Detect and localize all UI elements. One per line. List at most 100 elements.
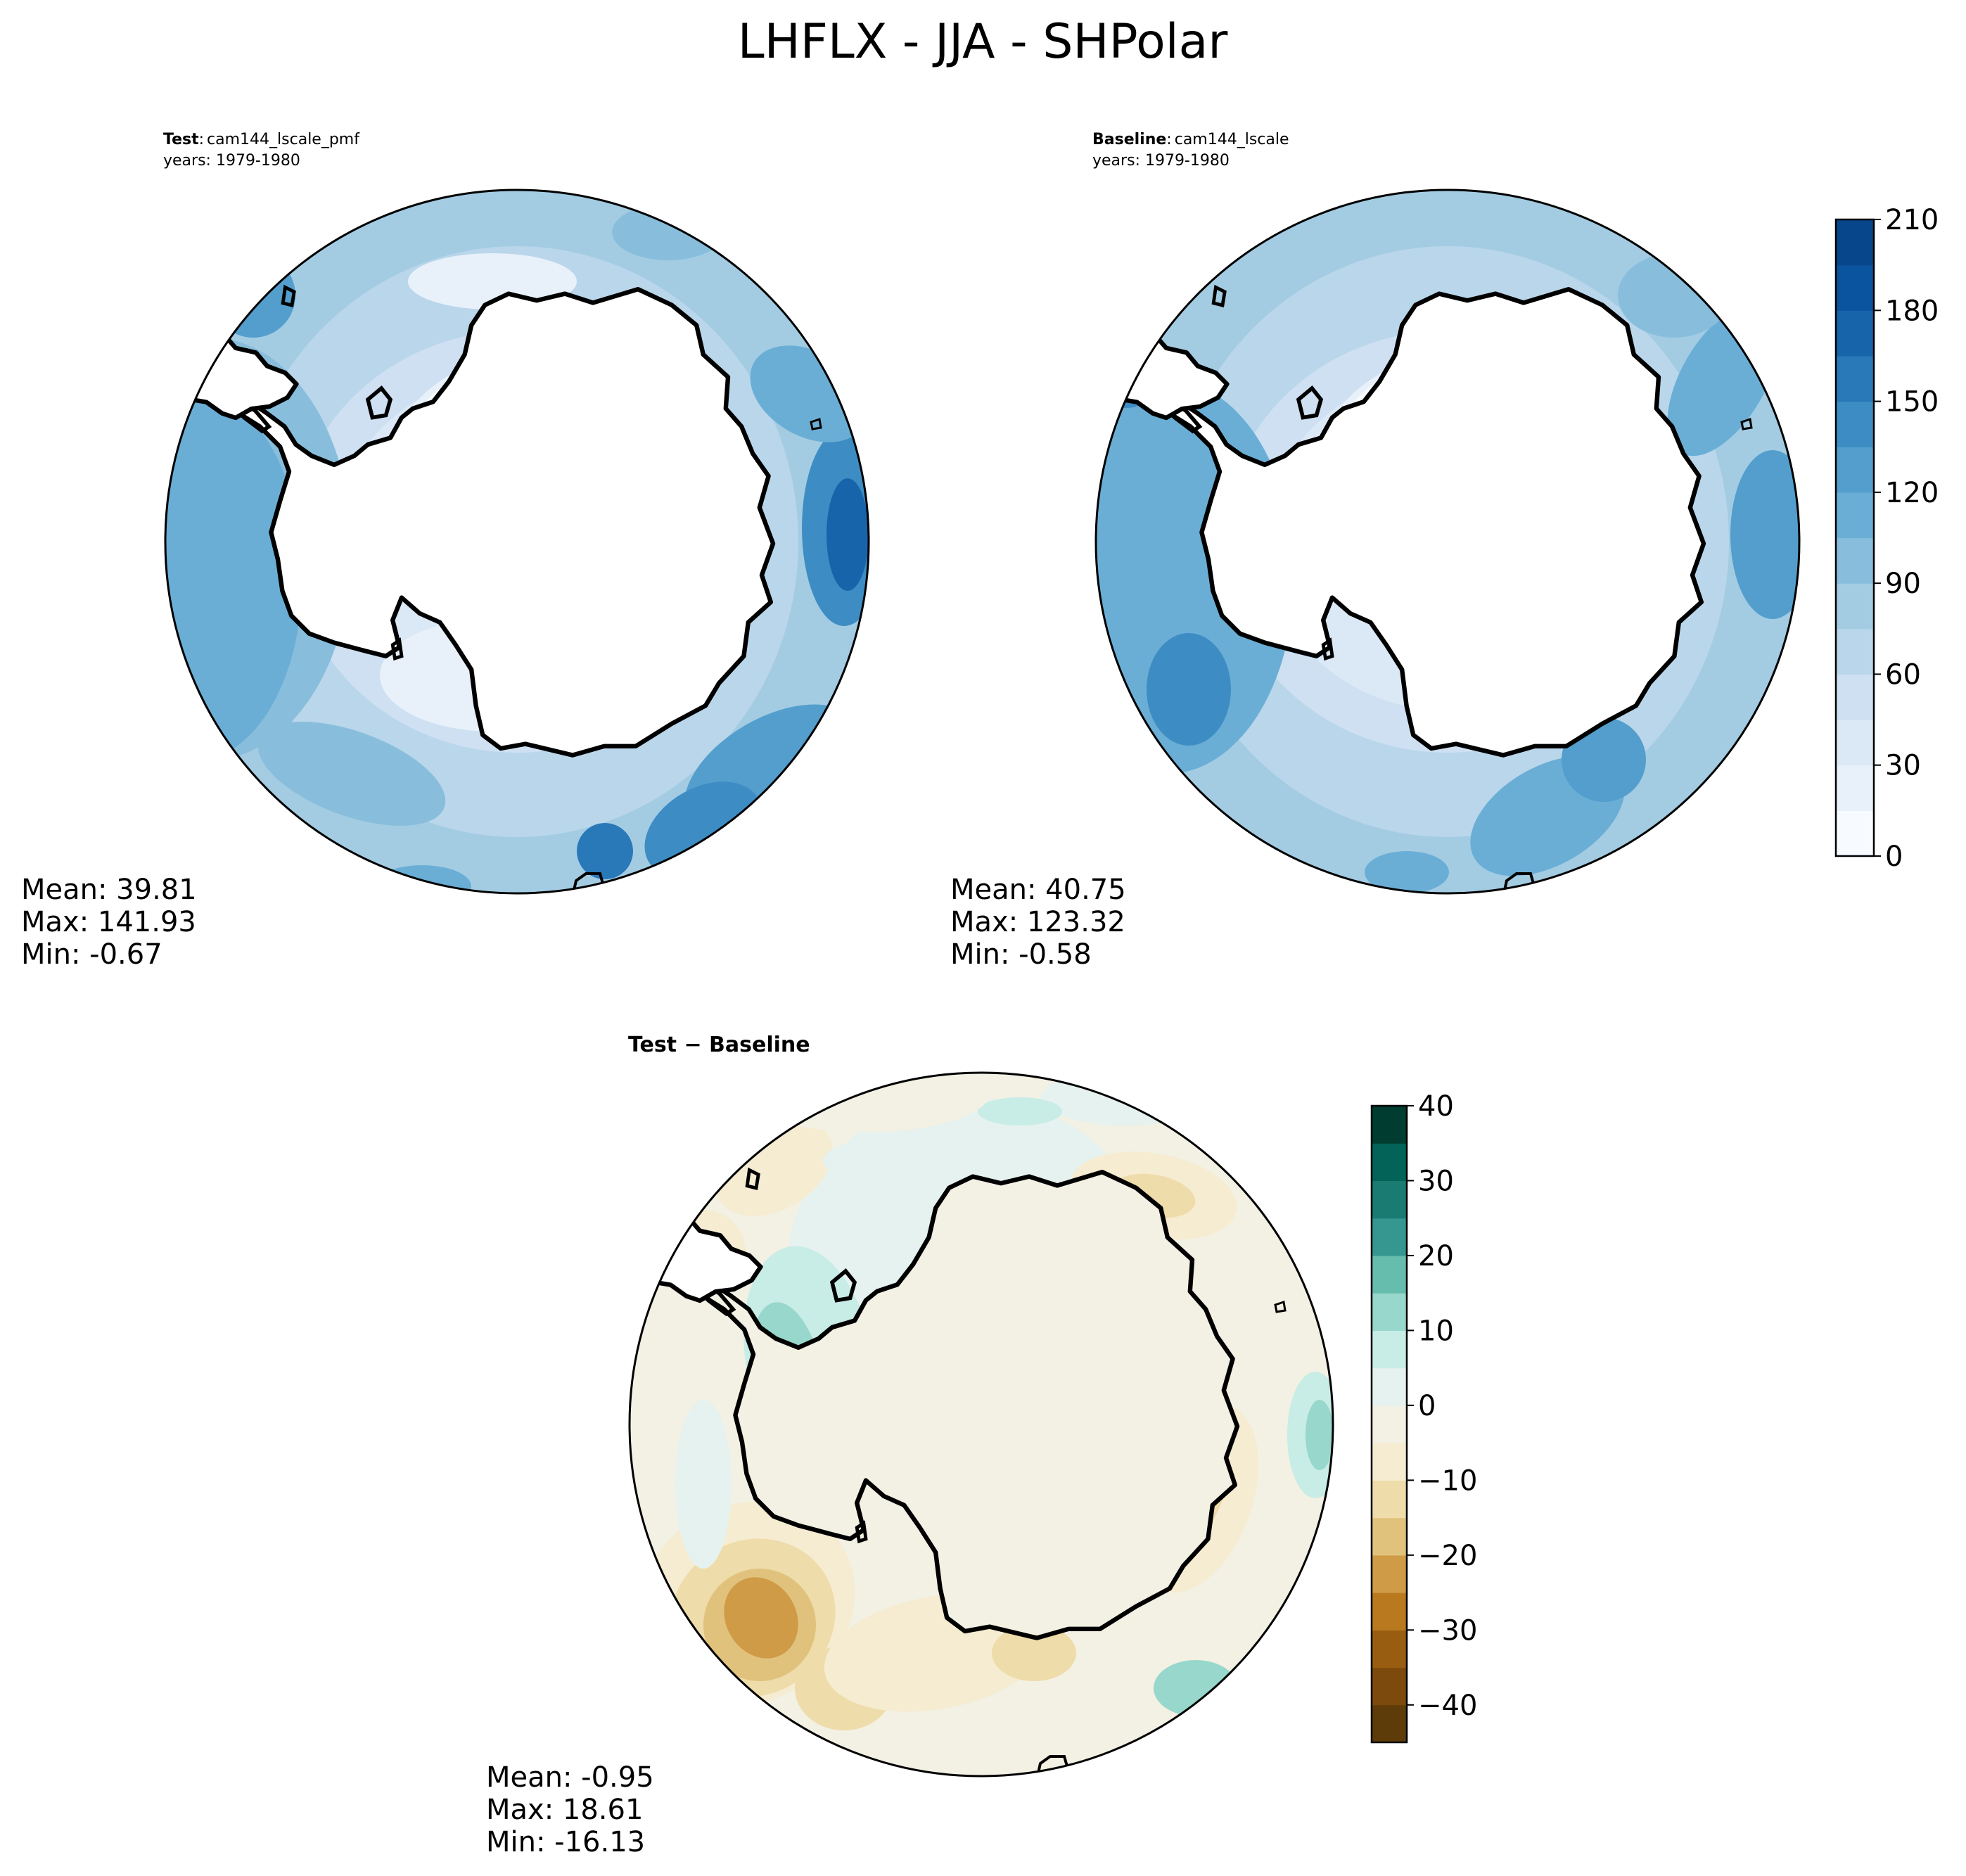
colorbar-bin [1836,765,1874,811]
colorbar-tick-label: 60 [1885,658,1921,691]
colorbar-bin [1372,1405,1407,1443]
contour-fill [373,865,471,893]
contour-fill [1147,633,1231,746]
colorbar-bin [1372,1180,1407,1219]
colorbar-tick-label: 210 [1885,204,1939,236]
colorbar-bin [1372,1555,1407,1593]
antarctica-land [1154,289,1704,755]
colorbar-bin [1372,1630,1407,1668]
island-coastline [1740,418,1753,430]
contour-fill [826,478,869,591]
antarctica-land [688,1172,1237,1638]
antarctica-land [224,289,774,755]
contour-fill [612,204,725,260]
colorbar-bin [1372,1330,1407,1369]
colorbar-tick-label: −10 [1418,1465,1477,1497]
colorbar-bin [1372,1293,1407,1332]
map-test [165,190,869,893]
colorbar-bin [1836,720,1874,766]
colorbar-tick-label: −30 [1418,1614,1477,1647]
contour-fill [577,823,633,879]
colorbar-bin [1836,492,1874,539]
colorbar-bin [1372,1218,1407,1256]
baseline-mean: Mean: 40.75 [950,874,1126,906]
colorbar-tick-label: 90 [1885,568,1921,600]
colorbar-bin [1836,219,1874,266]
baseline-max: Max: 123.32 [950,906,1125,938]
contour-fill [978,1097,1062,1125]
colorbar-blues: 0 30 60 90 120 150 180 210 [1834,204,1939,873]
contour-fill [724,1577,798,1659]
test-label-bold: Test [163,131,199,148]
map-boundary [628,1071,1334,1778]
test-case-label: Test: cam144_lscale_pmf [163,131,360,148]
colorbar-tick-label: 40 [1418,1090,1454,1123]
colorbar-tick-label: 20 [1418,1240,1454,1272]
colorbar-bin [1836,674,1874,720]
colorbar-tick-label: 150 [1885,386,1939,419]
diff-max: Max: 18.61 [486,1794,643,1826]
colorbar-tick-label: 30 [1885,750,1921,782]
test-min: Min: -0.67 [21,938,162,971]
test-case-name: cam144_lscale_pmf [207,131,360,148]
colorbar-brbg: 40 30 20 10 0 −10 −20 −30 −40 [1370,1090,1477,1744]
map-boundary [164,189,870,895]
diff-mean: Mean: -0.95 [486,1761,654,1794]
colorbar-bin [1372,1480,1407,1519]
colorbar-tick-label: 0 [1418,1390,1436,1422]
colorbar-tick-label: 120 [1885,477,1939,509]
colorbar-tick-label: 0 [1885,841,1903,873]
colorbar-bin [1836,583,1874,630]
colorbar-bin [1372,1443,1407,1481]
baseline-min: Min: -0.58 [950,938,1092,971]
colorbar-bin [1372,1517,1407,1556]
contour-fill [1306,1400,1333,1470]
contour-fill [1365,851,1449,893]
colorbar-bin [1836,310,1874,357]
colorbar-bin [1836,447,1874,493]
test-max: Max: 141.93 [21,906,196,938]
contour-fill [257,722,446,826]
baseline-years: years: 1979-1980 [1092,152,1230,170]
figure-title: LHFLX - JJA - SHPolar [738,14,1228,70]
contour-fill [165,394,302,760]
map-boundary [1094,189,1801,895]
colorbar-bin [1836,355,1874,402]
test-mean: Mean: 39.81 [21,874,197,906]
colorbar-bin [1836,537,1874,584]
baseline-label-sep: : [1166,131,1171,148]
colorbar-bin [1372,1143,1407,1182]
baseline-label-bold: Baseline [1092,131,1166,148]
colorbar-bin [1372,1667,1407,1706]
baseline-case-name: cam144_lscale [1175,131,1289,148]
colorbar-tick-label: 180 [1885,295,1939,327]
map-baseline [1096,190,1799,893]
colorbar-tick-label: −40 [1418,1690,1477,1722]
island-coastline [1274,1301,1287,1313]
colorbar-bin [1836,401,1874,447]
colorbar-bin [1372,1255,1407,1294]
colorbar-bin [1372,1106,1407,1144]
colorbar-bin [1836,264,1874,311]
contour-fill [739,1073,992,1132]
test-label-sep: : [199,131,204,148]
test-years: years: 1979-1980 [163,152,300,170]
map-diff [630,1073,1333,1776]
colorbar-bin [1372,1704,1407,1743]
colorbar-tick-label: 10 [1418,1315,1454,1347]
contour-fill [823,1132,1048,1189]
baseline-case-label: Baseline: cam144_lscale [1092,131,1289,148]
island-coastline [810,418,822,430]
contour-fill [1154,1660,1238,1716]
colorbar-tick-label: −20 [1418,1540,1477,1572]
colorbar-frame [1834,218,1875,857]
contour-fill [1041,1073,1210,1125]
colorbar-frame [1370,1104,1408,1744]
diff-min: Min: -16.13 [486,1826,645,1858]
contour-fill [408,253,577,310]
colorbar-tick-label: 30 [1418,1165,1454,1197]
colorbar-bin [1372,1593,1407,1631]
contour-fill [992,1625,1076,1681]
